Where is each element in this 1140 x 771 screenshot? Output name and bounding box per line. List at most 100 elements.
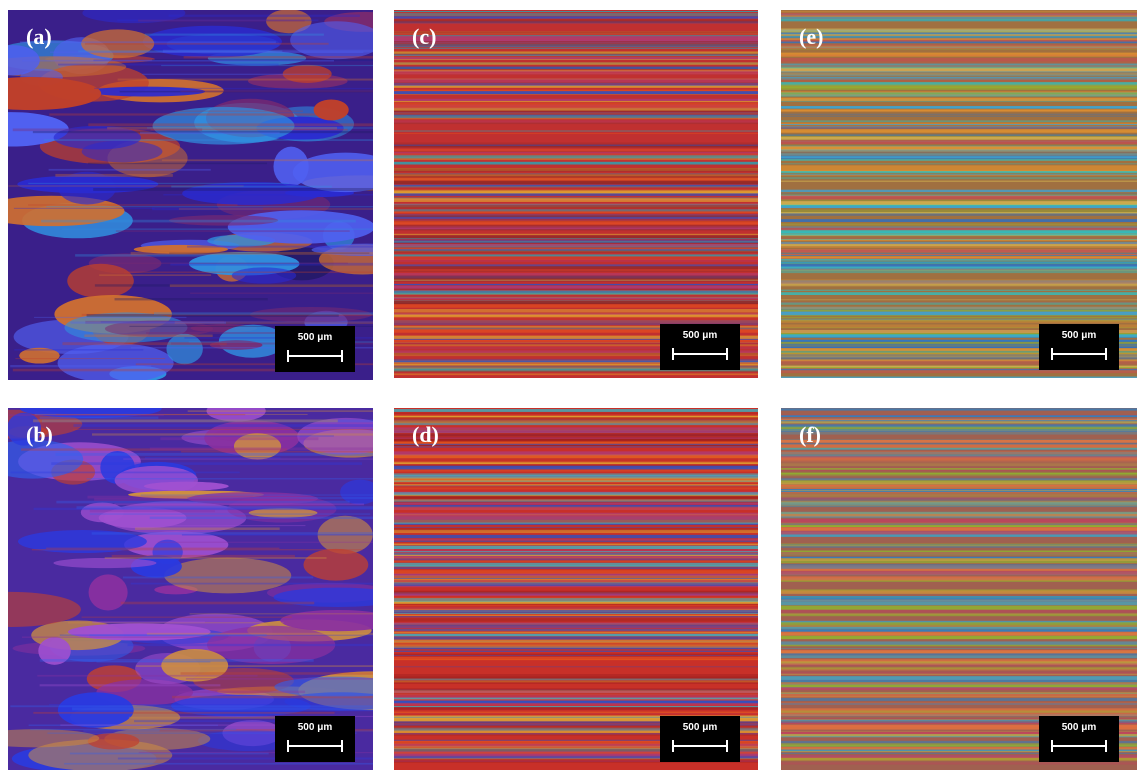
texture-stripe: [394, 484, 758, 485]
texture-stripe: [394, 48, 758, 49]
panel-label: (d): [412, 422, 439, 448]
scale-bar-line: [672, 745, 728, 747]
texture-stripe: [394, 244, 758, 247]
texture-stripe: [9, 414, 164, 416]
texture-stripe: [781, 46, 1137, 49]
texture-stripe: [40, 659, 314, 662]
texture-stripe: [394, 256, 758, 260]
texture-stripe: [394, 301, 758, 304]
texture-stripe: [781, 140, 1137, 144]
panel-label: (b): [26, 422, 53, 448]
texture-stripe: [88, 163, 267, 165]
scale-bar: 500 μm: [275, 716, 355, 762]
texture-stripe: [781, 622, 1137, 625]
texture-stripe: [781, 255, 1137, 256]
texture-stripe: [394, 209, 758, 211]
texture-stripe: [394, 415, 758, 417]
texture-stripe: [781, 177, 1137, 179]
texture-stripe: [394, 575, 758, 578]
texture-stripe: [781, 68, 1137, 71]
texture-stripe: [781, 688, 1137, 690]
texture-blob: [304, 549, 369, 581]
texture-stripe: [781, 126, 1137, 129]
texture-stripe: [394, 32, 758, 33]
texture-stripe: [394, 558, 758, 560]
texture-stripe: [162, 159, 373, 161]
texture-stripe: [394, 133, 758, 134]
texture-stripe: [394, 640, 758, 644]
texture-stripe: [49, 169, 211, 171]
texture-stripe: [82, 617, 292, 618]
texture-stripe: [781, 165, 1137, 169]
texture-stripe: [781, 80, 1137, 82]
texture-stripe: [781, 213, 1137, 216]
texture-stripe: [46, 548, 279, 549]
texture-stripe: [394, 546, 758, 549]
texture-stripe: [781, 527, 1137, 530]
texture-stripe: [781, 101, 1137, 102]
texture-stripe: [92, 433, 373, 435]
texture-stripe: [175, 111, 303, 112]
texture-stripe: [123, 576, 313, 578]
texture-stripe: [28, 204, 237, 205]
texture-stripe: [394, 551, 758, 552]
texture-stripe: [394, 535, 758, 538]
texture-stripe: [394, 591, 758, 594]
texture-stripe: [394, 567, 758, 569]
texture-stripe: [190, 293, 373, 294]
texture-stripe: [781, 259, 1137, 261]
texture-stripe: [394, 83, 758, 86]
panel-label: (a): [26, 24, 52, 50]
texture-stripe: [781, 190, 1137, 192]
texture-stripe: [781, 421, 1137, 423]
texture-stripe: [781, 134, 1137, 135]
micrograph-panel: (a) 500 μm: [8, 10, 373, 380]
texture-stripe: [394, 298, 758, 300]
texture-blob: [164, 558, 291, 594]
texture-stripe: [188, 410, 373, 412]
texture-stripe: [781, 320, 1137, 323]
texture-stripe: [114, 503, 364, 505]
micrograph: [781, 10, 1137, 378]
texture-stripe: [781, 226, 1137, 228]
texture-stripe: [394, 519, 758, 523]
texture-stripe: [781, 77, 1137, 80]
texture-stripe: [781, 613, 1137, 614]
texture-stripe: [394, 174, 758, 176]
texture-stripe: [781, 13, 1137, 16]
texture-stripe: [781, 703, 1137, 705]
texture-stripe: [394, 605, 758, 606]
texture-stripe: [394, 211, 758, 213]
texture-stripe: [124, 272, 373, 273]
texture-stripe: [30, 729, 236, 730]
texture-stripe: [781, 577, 1137, 581]
texture-stripe: [163, 194, 373, 195]
texture-stripe: [781, 682, 1137, 684]
texture-stripe: [145, 457, 281, 458]
scale-bar-text: 500 μm: [275, 722, 355, 733]
texture-stripe: [394, 615, 758, 616]
texture-stripe: [781, 424, 1137, 426]
texture-stripe: [394, 694, 758, 697]
texture-stripe: [781, 312, 1137, 315]
texture-stripe: [87, 478, 373, 479]
texture-stripe: [90, 634, 267, 636]
texture-stripe: [22, 636, 231, 638]
texture-stripe: [394, 222, 758, 225]
texture-stripe: [394, 16, 758, 18]
texture-stripe: [150, 447, 373, 450]
texture-stripe: [781, 708, 1137, 710]
texture-stripe: [136, 665, 373, 667]
texture-stripe: [394, 373, 758, 374]
texture-stripe: [394, 284, 758, 285]
texture-stripe: [781, 440, 1137, 443]
texture-stripe: [28, 183, 289, 184]
texture-stripe: [394, 691, 758, 693]
texture-stripe: [181, 451, 373, 452]
texture-stripe: [34, 317, 186, 318]
texture-stripe: [781, 636, 1137, 639]
texture-stripe: [781, 692, 1137, 693]
texture-stripe: [14, 349, 143, 351]
texture-stripe: [184, 56, 373, 58]
scale-bar: 500 μm: [275, 326, 355, 372]
